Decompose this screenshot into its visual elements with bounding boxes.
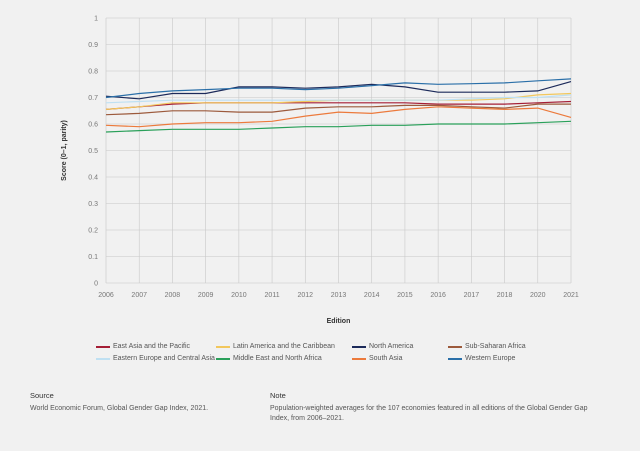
y-tick-label: 0.1 — [88, 254, 98, 261]
source-heading: Source — [30, 391, 54, 400]
legend-item: Eastern Europe and Central Asia — [96, 355, 215, 362]
x-axis-label: Edition — [327, 318, 351, 325]
y-tick-label: 0.8 — [88, 69, 98, 76]
y-tick-label: 0.9 — [88, 42, 98, 49]
x-tick-label: 2011 — [265, 292, 280, 299]
x-tick-label: 2016 — [430, 292, 446, 299]
legend-label: South Asia — [369, 355, 403, 362]
legend-swatch — [216, 345, 230, 348]
y-tick-label: 0 — [94, 281, 98, 288]
legend-label: East Asia and the Pacific — [113, 343, 191, 350]
legend-label: Eastern Europe and Central Asia — [113, 355, 215, 362]
x-tick-label: 2008 — [165, 292, 181, 299]
y-tick-label: 0.7 — [88, 95, 98, 102]
y-tick-label: 1 — [94, 16, 98, 23]
legend-item: East Asia and the Pacific — [96, 343, 190, 350]
x-tick-label: 2006 — [98, 292, 114, 299]
y-tick-label: 0.5 — [88, 148, 98, 155]
x-tick-label: 2007 — [131, 292, 147, 299]
legend-swatch — [448, 345, 462, 348]
x-tick-label: 2010 — [231, 292, 247, 299]
y-tick-label: 0.4 — [88, 175, 98, 182]
series-line — [105, 81, 572, 100]
legend-item: South Asia — [352, 355, 402, 362]
note-text: Population-weighted averages for the 107… — [270, 405, 588, 422]
legend-item: Western Europe — [448, 355, 515, 362]
note-block: Note Population-weighted averages for th… — [270, 391, 600, 424]
y-tick-label: 0.6 — [88, 122, 98, 129]
x-tick-label: 2015 — [397, 292, 413, 299]
legend-label: Latin America and the Caribbean — [233, 343, 335, 350]
y-axis-label: Score (0–1, parity) — [61, 120, 68, 181]
note-heading: Note — [270, 391, 286, 400]
x-tick-label: 2021 — [563, 292, 579, 299]
x-tick-label: 2009 — [198, 292, 214, 299]
legend-swatch — [448, 357, 462, 360]
x-tick-label: 2018 — [497, 292, 513, 299]
series-line — [105, 100, 572, 110]
series-line — [105, 94, 572, 104]
legend-label: Western Europe — [465, 355, 516, 362]
legend-item: North America — [352, 343, 413, 350]
legend-swatch — [216, 357, 230, 360]
legend-label: Sub-Saharan Africa — [465, 343, 526, 350]
source-text: World Economic Forum, Global Gender Gap … — [30, 405, 209, 412]
x-tick-label: 2020 — [530, 292, 546, 299]
legend-label: North America — [369, 343, 414, 350]
legend-item: Middle East and North Africa — [216, 355, 322, 362]
legend-label: Middle East and North Africa — [233, 355, 322, 362]
x-tick-label: 2013 — [331, 292, 347, 299]
series-line — [105, 103, 571, 116]
legend-swatch — [96, 357, 110, 360]
source-block: Source World Economic Forum, Global Gend… — [30, 391, 250, 414]
legend-swatch — [352, 357, 366, 360]
series-line — [105, 78, 572, 99]
x-tick-label: 2012 — [297, 292, 313, 299]
legend-item: Sub-Saharan Africa — [448, 343, 526, 350]
legend-swatch — [96, 345, 110, 348]
legend-item: Latin America and the Caribbean — [216, 343, 335, 350]
y-tick-label: 0.2 — [88, 228, 98, 235]
line-chart: 0 0.1 0.2 0.3 0.4 0.5 0.6 0.7 0.8 0.9 1 2006 2007 200… — [61, 16, 579, 326]
x-tick-label: 2014 — [364, 292, 380, 299]
y-tick-label: 0.3 — [88, 201, 98, 208]
series-line — [105, 106, 572, 128]
x-tick-label: 2017 — [464, 292, 480, 299]
series-line — [105, 120, 572, 133]
legend-swatch — [352, 345, 366, 348]
